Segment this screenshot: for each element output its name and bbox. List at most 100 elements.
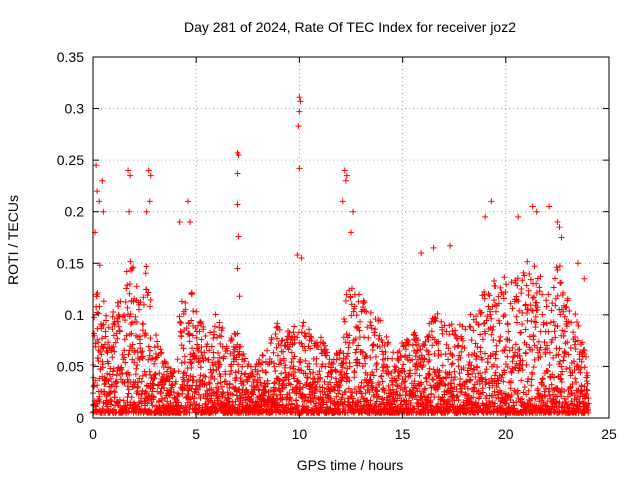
data-point [435, 347, 442, 354]
data-point [522, 326, 529, 333]
data-point [355, 298, 362, 305]
data-point [313, 355, 320, 362]
data-point [564, 295, 571, 302]
data-point [405, 341, 412, 348]
data-point [431, 336, 438, 343]
data-point [407, 372, 414, 379]
data-point [492, 301, 499, 308]
data-point [96, 303, 103, 310]
data-point [215, 349, 222, 356]
data-point [302, 394, 309, 401]
data-point [282, 362, 289, 369]
data-point [210, 354, 217, 361]
data-point [322, 363, 329, 370]
data-point [123, 404, 130, 411]
data-point [422, 385, 429, 392]
data-point [94, 188, 101, 195]
data-point [360, 383, 367, 390]
data-point [498, 374, 505, 381]
data-point [581, 364, 588, 371]
data-point [196, 328, 203, 335]
data-point [125, 386, 132, 393]
data-point [573, 379, 580, 386]
data-point [395, 356, 402, 363]
data-point [267, 340, 274, 347]
data-point [402, 384, 409, 391]
data-point [478, 375, 485, 382]
data-point [175, 368, 182, 375]
data-point [417, 346, 424, 353]
data-point [503, 400, 510, 407]
data-point [529, 346, 536, 353]
data-point [534, 385, 541, 392]
data-point [377, 317, 384, 324]
data-point [467, 311, 474, 318]
data-point [443, 341, 450, 348]
data-point [135, 403, 142, 410]
data-point [522, 301, 529, 308]
data-point [212, 311, 219, 318]
data-point [232, 344, 239, 351]
data-point [567, 344, 574, 351]
data-point [420, 389, 427, 396]
data-point [95, 339, 102, 346]
data-point [214, 380, 221, 387]
y-tick-label: 0.3 [65, 101, 85, 117]
data-point [129, 341, 136, 348]
data-point [389, 381, 396, 388]
data-point [224, 347, 231, 354]
data-point [306, 360, 313, 367]
data-point [333, 393, 340, 400]
data-point [525, 396, 532, 403]
data-point [193, 334, 200, 341]
data-point [530, 294, 537, 301]
data-point [313, 361, 320, 368]
data-point [132, 313, 139, 320]
data-point [110, 343, 117, 350]
data-point [264, 347, 271, 354]
data-point [121, 347, 128, 354]
data-point [491, 278, 498, 285]
data-point [458, 389, 465, 396]
data-point [237, 343, 244, 350]
data-point [508, 378, 515, 385]
data-point [421, 386, 428, 393]
data-point [584, 372, 591, 379]
data-point [394, 382, 401, 389]
data-point [287, 364, 294, 371]
data-point [100, 344, 107, 351]
data-point [217, 340, 224, 347]
data-point [508, 391, 515, 398]
data-point [536, 288, 543, 295]
data-point [198, 320, 205, 327]
data-point [501, 312, 508, 319]
data-point [149, 355, 156, 362]
data-point [104, 370, 111, 377]
data-point [145, 167, 152, 174]
data-point [122, 359, 129, 366]
data-point [316, 368, 323, 375]
data-point [560, 332, 567, 339]
data-point [119, 370, 126, 377]
data-point [186, 409, 193, 416]
data-point [217, 373, 224, 380]
data-point [125, 167, 132, 174]
data-point [457, 376, 464, 383]
data-point [486, 292, 493, 299]
data-point [166, 404, 173, 411]
data-point [254, 368, 261, 375]
data-point [491, 388, 498, 395]
data-point [401, 368, 408, 375]
data-point [350, 308, 357, 315]
data-point [122, 299, 129, 306]
data-point [553, 264, 560, 271]
data-point [355, 342, 362, 349]
data-point [364, 324, 371, 331]
data-point [495, 293, 502, 300]
data-point [426, 332, 433, 339]
data-point [370, 372, 377, 379]
data-point [226, 371, 233, 378]
data-point [508, 369, 515, 376]
data-point [554, 292, 561, 299]
data-point [346, 363, 353, 370]
